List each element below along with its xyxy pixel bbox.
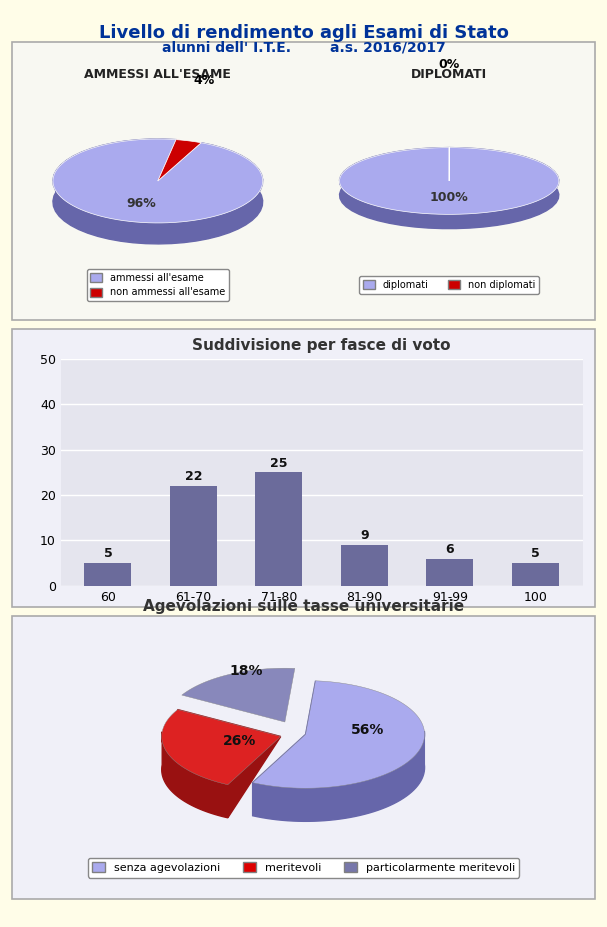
Text: 26%: 26% (223, 733, 256, 748)
Bar (84, 564, 132, 586)
Legend: senza agevolazioni, meritevoli, particolarmente meritevoli: senza agevolazioni, meritevoli, particol… (87, 857, 520, 878)
Polygon shape (339, 147, 559, 229)
Bar (512, 564, 559, 586)
Polygon shape (161, 709, 280, 784)
Bar (170, 486, 217, 586)
Text: 100%: 100% (430, 191, 469, 204)
Polygon shape (161, 731, 228, 818)
Legend: ammessi all'esame, non ammessi all'esame: ammessi all'esame, non ammessi all'esame (87, 269, 229, 301)
Text: 0%: 0% (438, 57, 460, 70)
Text: 4%: 4% (194, 74, 215, 87)
Polygon shape (305, 680, 316, 734)
Text: 18%: 18% (230, 665, 263, 679)
Text: 5: 5 (104, 548, 112, 561)
Text: 96%: 96% (126, 197, 155, 210)
Title: DIPLOMATI: DIPLOMATI (411, 68, 487, 81)
Polygon shape (178, 709, 280, 743)
Text: 9: 9 (360, 529, 369, 542)
Text: 6: 6 (446, 543, 454, 556)
Bar (256, 473, 302, 586)
Polygon shape (253, 734, 305, 816)
Text: 25: 25 (270, 457, 288, 470)
Title: Agevolazioni sulle tasse universitarie: Agevolazioni sulle tasse universitarie (143, 599, 464, 614)
Text: 5: 5 (531, 548, 540, 561)
Polygon shape (253, 731, 424, 821)
Text: Livello di rendimento agli Esami di Stato: Livello di rendimento agli Esami di Stat… (98, 24, 509, 42)
Polygon shape (253, 680, 424, 788)
Title: Suddivisione per fasce di voto: Suddivisione per fasce di voto (192, 338, 451, 353)
Polygon shape (53, 139, 263, 222)
Text: alunni dell' I.T.E.        a.s. 2016/2017: alunni dell' I.T.E. a.s. 2016/2017 (161, 41, 446, 55)
Polygon shape (339, 147, 559, 214)
Polygon shape (182, 668, 295, 722)
Bar (427, 559, 473, 586)
Title: AMMESSI ALL'ESAME: AMMESSI ALL'ESAME (84, 68, 231, 81)
Polygon shape (53, 139, 263, 244)
Polygon shape (158, 140, 201, 181)
Legend: diplomati, non diplomati: diplomati, non diplomati (359, 276, 539, 294)
Text: 56%: 56% (351, 723, 384, 737)
Bar (341, 545, 388, 586)
Text: 22: 22 (185, 470, 202, 483)
Polygon shape (228, 736, 280, 818)
